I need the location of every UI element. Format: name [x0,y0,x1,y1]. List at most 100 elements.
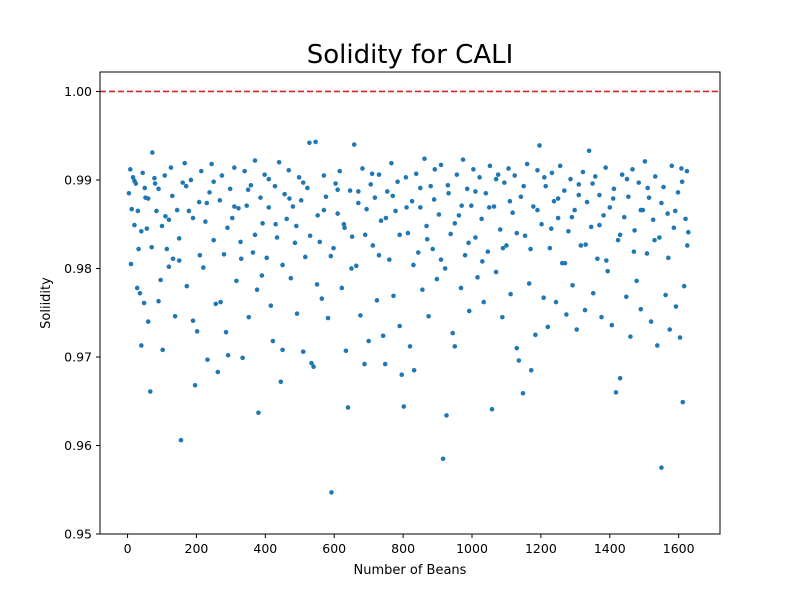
data-point [446,190,451,196]
data-point [292,240,298,246]
data-point [270,338,276,344]
data-point [176,258,182,263]
x-tick-label: 0 [124,541,132,556]
data-point [466,240,471,246]
data-point [483,190,489,196]
data-point [154,208,159,214]
data-point [518,194,524,200]
data-point [477,175,482,180]
x-tick-label: 200 [185,541,209,556]
data-point [366,338,371,344]
data-point [259,273,265,278]
data-point [387,257,392,262]
data-point [475,275,480,280]
x-tick-label: 1000 [456,541,488,556]
data-point [436,212,442,217]
data-point [369,171,375,177]
data-point [302,254,308,260]
data-point [137,290,143,296]
data-point [218,299,223,305]
data-point [198,168,204,174]
data-point [399,372,405,377]
data-point [176,236,182,241]
data-point [186,208,192,214]
data-point [562,260,568,266]
data-point [227,186,233,192]
data-point [192,383,198,388]
data-point [593,174,598,179]
data-point [516,358,522,363]
data-point [526,281,532,286]
data-point [376,252,382,258]
data-point [404,205,409,210]
data-point [520,390,526,396]
y-tick-label: 0.96 [64,438,92,453]
data-point [321,207,327,213]
data-point [284,216,289,222]
data-point [201,265,206,270]
data-point [380,333,386,339]
data-point [578,243,584,248]
data-point [376,172,382,177]
data-point [430,246,436,252]
data-point [337,168,343,174]
data-point [679,179,685,185]
data-point [677,335,683,340]
data-point [680,399,686,405]
data-point [252,158,258,163]
data-point [621,214,627,220]
data-point [300,180,306,185]
data-point [221,252,227,257]
data-point [613,390,619,395]
data-point [280,262,285,268]
data-point [411,262,416,268]
data-point [246,314,252,320]
data-point [619,172,625,177]
data-point [288,275,294,281]
data-point [139,343,144,348]
data-point [280,347,285,353]
data-point [684,168,690,174]
y-tick-label: 0.98 [64,261,92,276]
data-point [409,198,415,204]
data-point [407,344,413,349]
data-point [238,239,243,245]
data-point [166,264,172,270]
data-point [328,253,334,259]
data-point [164,246,170,252]
data-point [403,175,409,180]
data-point [342,225,347,231]
data-point [576,182,582,187]
data-point [607,205,613,210]
data-point [418,185,423,191]
data-point [362,232,368,238]
data-point [432,167,438,172]
x-tick-label: 1600 [663,541,695,556]
data-point [638,207,644,213]
data-point [174,207,180,213]
data-point [535,167,540,173]
data-point [442,266,448,271]
data-point [383,215,389,221]
data-point [537,143,542,148]
data-point [638,306,644,312]
data-point [636,180,642,185]
data-point [672,208,678,214]
data-point [242,168,247,174]
data-point [245,187,251,193]
data-point [298,198,304,203]
data-point [479,216,484,222]
data-point [211,179,216,185]
data-point [391,293,396,299]
data-point [364,206,369,212]
data-point [506,166,511,171]
data-point [557,163,563,169]
data-point [343,348,349,354]
data-point [345,405,351,410]
data-point [368,182,374,187]
data-point [597,222,602,228]
data-point [331,245,336,251]
data-point [276,159,282,165]
data-point [197,252,203,258]
